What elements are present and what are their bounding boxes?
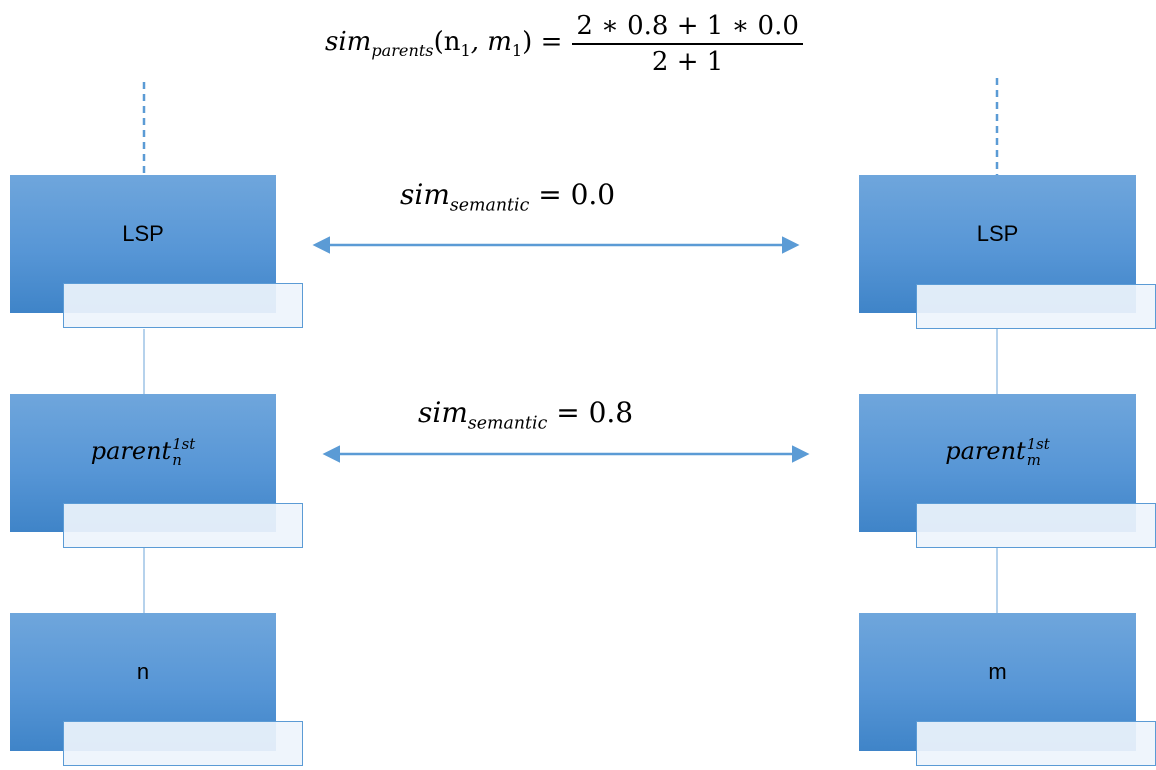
sim-mid-value: = 0.8 <box>556 396 634 429</box>
formula-args-open: (n <box>433 27 461 58</box>
sim-semantic-mid-label: simsemantic = 0.8 <box>418 396 633 434</box>
right-parent-sup: 1st <box>1026 435 1050 454</box>
right-parent-base: parent <box>945 437 1026 466</box>
right-m-tab <box>916 721 1156 766</box>
left-lsp-tab <box>63 283 303 328</box>
right-parent-tab <box>916 503 1156 548</box>
left-parent-base: parent <box>90 437 172 466</box>
formula-fraction: 2 ∗ 0.8 + 1 ∗ 0.0 2 + 1 <box>572 11 803 77</box>
formula-sub-parents: parents <box>371 41 434 61</box>
formula-equals: ) = <box>522 27 563 58</box>
left-n-tab <box>63 721 303 766</box>
left-lsp-label: LSP <box>122 221 164 246</box>
right-m-label: m <box>988 659 1007 684</box>
right-parent-label: parent 1st m <box>945 437 1050 468</box>
sim-top-base: sim <box>400 178 450 211</box>
formula-denominator: 2 + 1 <box>651 47 724 77</box>
sim-top-sub: semantic <box>449 195 530 216</box>
formula-arg-sep: , m <box>470 27 512 58</box>
left-parent-sup: 1st <box>172 435 196 454</box>
formula-numerator: 2 ∗ 0.8 + 1 ∗ 0.0 <box>572 11 803 45</box>
formula-lhs: simparents(n1, m1) = <box>325 27 562 60</box>
right-lsp-label: LSP <box>976 221 1019 246</box>
sim-semantic-top-label: simsemantic = 0.0 <box>400 178 615 216</box>
left-parent-label: parent 1st n <box>91 437 196 468</box>
right-parent-sub: m <box>1026 451 1041 469</box>
sim-mid-sub: semantic <box>467 413 548 434</box>
similarity-formula: simparents(n1, m1) = 2 ∗ 0.8 + 1 ∗ 0.0 2… <box>325 0 845 88</box>
formula-sim: sim <box>325 27 372 58</box>
left-parent-sub: n <box>172 451 182 469</box>
left-n-label: n <box>136 659 150 684</box>
right-lsp-tab <box>916 284 1156 329</box>
formula-arg1-sub: 1 <box>460 41 471 61</box>
left-parent-tab <box>63 503 303 548</box>
sim-mid-base: sim <box>418 396 468 429</box>
formula-arg2-sub: 1 <box>511 41 523 61</box>
sim-top-value: = 0.0 <box>538 178 616 211</box>
